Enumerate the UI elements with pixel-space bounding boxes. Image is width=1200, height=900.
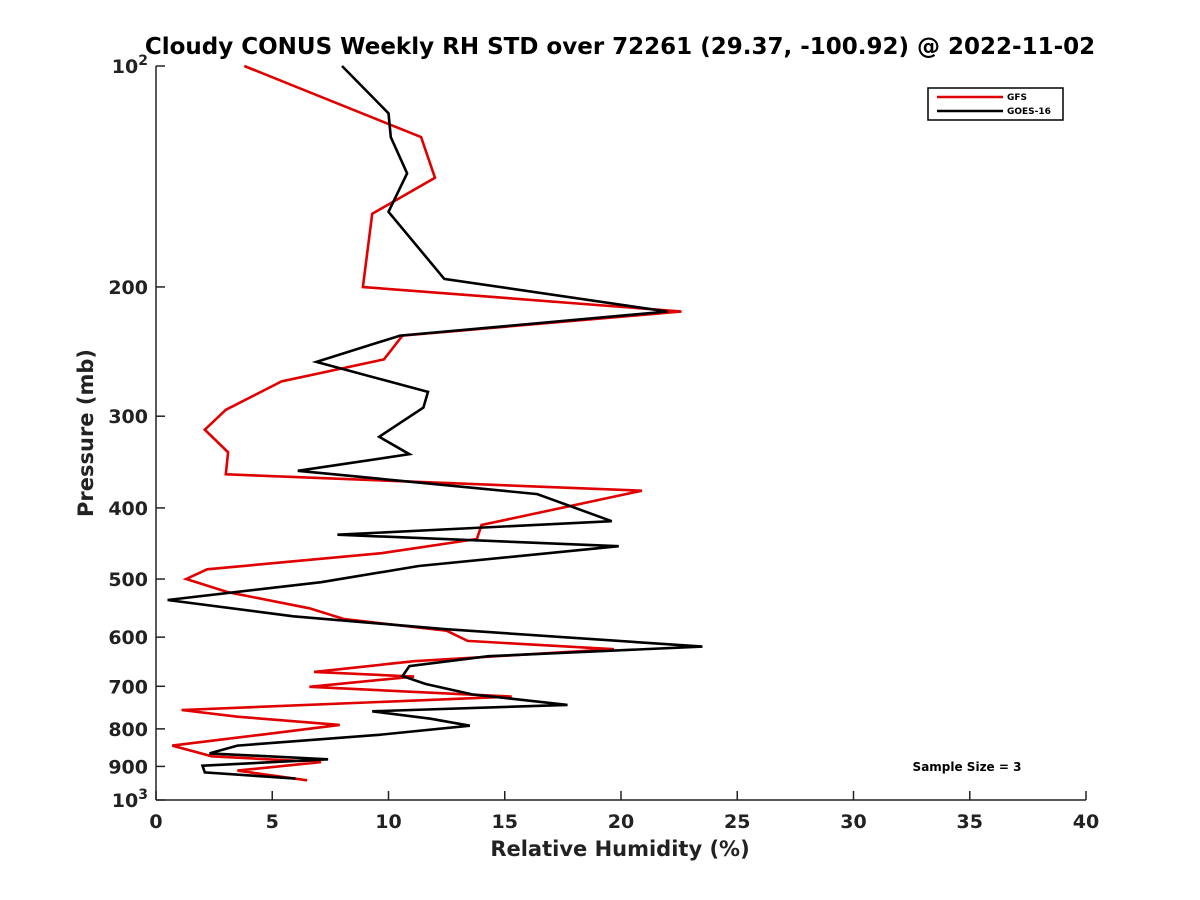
y-tick-label: 103: [112, 787, 148, 812]
legend: GFS GOES-16: [927, 87, 1064, 121]
y-axis-label: Pressure (mb): [74, 349, 98, 517]
x-tick-label: 15: [492, 811, 518, 833]
legend-label-gfs: GFS: [1007, 93, 1027, 103]
x-tick-label: 5: [266, 811, 279, 833]
x-tick-label: 30: [840, 811, 866, 833]
x-ticks: 0 5 10 15 20 25 30 35 40: [149, 791, 1099, 833]
y-tick-label: 600: [108, 627, 148, 649]
y-tick-label-base: 10: [112, 790, 138, 812]
chart-title: Cloudy CONUS Weekly RH STD over 72261 (2…: [145, 34, 1095, 60]
sample-size-annotation: Sample Size = 3: [913, 760, 1022, 774]
y-tick-label-exponent: 3: [138, 787, 148, 803]
y-tick-label: 500: [108, 569, 148, 591]
legend-label-goes16: GOES-16: [1007, 107, 1051, 117]
x-tick-label: 25: [724, 811, 750, 833]
legend-box: [927, 87, 1064, 121]
x-tick-label: 20: [608, 811, 634, 833]
y-tick-label: 700: [108, 676, 148, 698]
y-tick-label: 102: [112, 53, 148, 78]
x-axis-label: Relative Humidity (%): [490, 837, 749, 861]
series-layer: [167, 64, 703, 782]
x-tick-label: 10: [375, 811, 401, 833]
y-tick-label: 800: [108, 719, 148, 741]
x-tick-label: 40: [1073, 811, 1099, 833]
x-tick-label: 0: [149, 811, 162, 833]
y-tick-label: 900: [108, 756, 148, 778]
y-tick-label: 200: [108, 277, 148, 299]
x-tick-label: 35: [957, 811, 983, 833]
y-tick-label-exponent: 2: [138, 53, 148, 69]
series-line-goes16: [167, 65, 703, 780]
y-tick-label: 400: [108, 498, 148, 520]
y-tick-label-base: 10: [112, 56, 138, 78]
y-tick-label: 300: [108, 406, 148, 428]
